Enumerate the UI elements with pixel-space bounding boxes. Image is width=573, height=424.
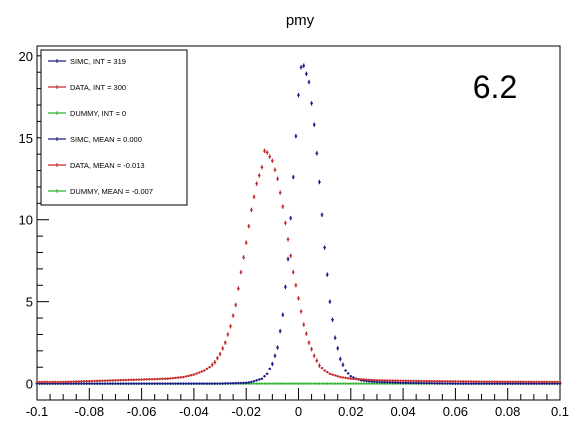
x-tick-label: -0.02: [231, 404, 261, 419]
x-tick-label: -0.06: [127, 404, 157, 419]
y-tick-label: 0: [26, 377, 33, 392]
legend: SIMC, INT = 319 DATA, INT = 300 DUMMY, INT…: [40, 49, 188, 206]
legend-entry: DATA, MEAN = -0.013: [48, 161, 145, 170]
legend-label: DATA, INT = 300: [70, 83, 126, 92]
x-tick-label: 0: [295, 404, 302, 419]
legend-entry: SIMC, INT = 319: [48, 57, 126, 66]
legend-label: SIMC, INT = 319: [70, 57, 126, 66]
legend-label: DUMMY, MEAN = -0.007: [70, 187, 153, 196]
legend-entry: DATA, INT = 300: [48, 83, 126, 92]
y-tick-label: 15: [19, 131, 33, 146]
x-tick-label: 0.06: [443, 404, 468, 419]
x-tick-label: -0.04: [179, 404, 209, 419]
x-tick-label: 0.02: [338, 404, 363, 419]
legend-label: DATA, MEAN = -0.013: [70, 161, 145, 170]
y-tick-label: 10: [19, 213, 33, 228]
legend-label: SIMC, MEAN = 0.000: [70, 135, 142, 144]
x-tick-label: 0.04: [390, 404, 415, 419]
chart-title: pmy: [286, 12, 315, 29]
legend-entry: DUMMY, INT = 0: [48, 109, 126, 118]
legend-entry: DUMMY, MEAN = -0.007: [48, 187, 153, 196]
chart-annotation: 6.2: [473, 69, 517, 105]
y-tick-label: 5: [26, 295, 33, 310]
legend-label: DUMMY, INT = 0: [70, 109, 126, 118]
series-layer: [35, 63, 562, 385]
x-tick-label: -0.08: [74, 404, 104, 419]
series-1: [35, 148, 562, 384]
legend-entry: SIMC, MEAN = 0.000: [48, 135, 142, 144]
x-axis: -0.1 -0.08 -0.06 -0.04 -0.02 0 0.02 0.04 0.06 0.0…: [26, 388, 569, 419]
x-tick-label: 0.08: [495, 404, 520, 419]
x-tick-label: -0.1: [26, 404, 48, 419]
x-tick-label: 0.1: [551, 404, 569, 419]
y-tick-label: 20: [19, 49, 33, 64]
series-0: [35, 63, 562, 385]
legend-box: [40, 49, 188, 206]
